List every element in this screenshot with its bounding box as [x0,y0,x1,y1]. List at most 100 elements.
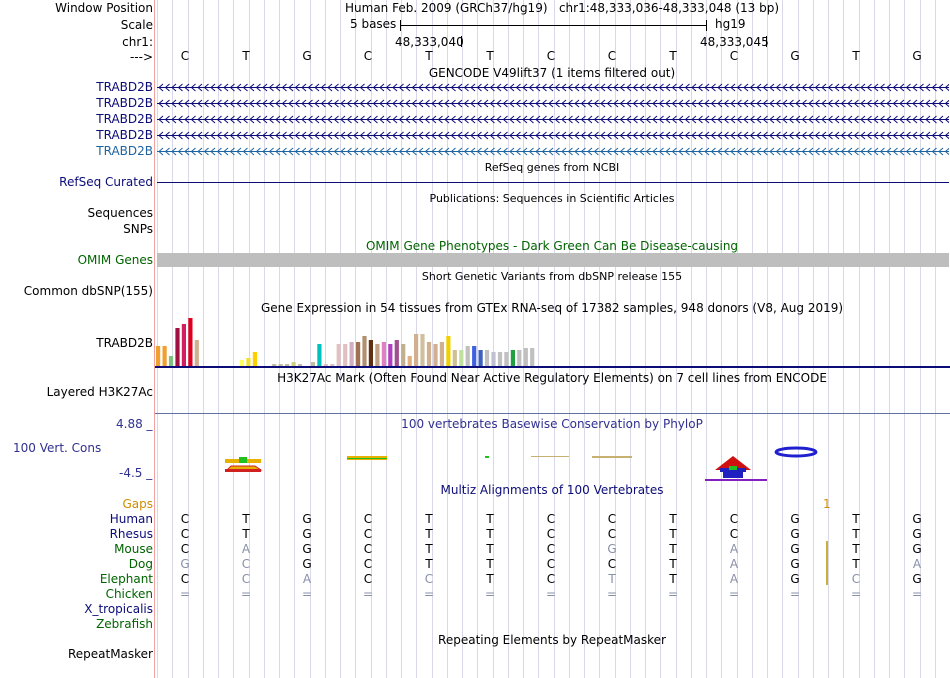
refseq-title[interactable]: RefSeq genes from NCBI [484,161,620,174]
gtex-tissue-bar[interactable] [272,364,277,366]
gencode-transcript[interactable] [157,83,949,92]
reference-base: T [486,49,494,63]
gencode-title[interactable]: GENCODE V49lift37 (1 items filtered out) [428,66,676,80]
multiz-species-label[interactable]: Rhesus [109,527,153,541]
gtex-tissue-bar[interactable] [330,364,335,366]
gtex-tissue-bar[interactable] [497,352,503,366]
multiz-base: C [729,527,739,541]
coord-right-tick [766,36,767,47]
gencode-transcript[interactable] [157,131,949,140]
multiz-species-label[interactable]: Human [109,512,153,526]
publications-label-snps[interactable]: SNPs [123,222,153,236]
gtex-tissue-bar[interactable] [459,350,464,366]
gtex-tissue-bar[interactable] [491,352,496,366]
dbsnp-title[interactable]: Short Genetic Variants from dbSNP releas… [421,270,683,283]
gtex-tissue-bar[interactable] [426,342,432,366]
conservation-title[interactable]: 100 vertebrates Basewise Conservation by… [401,417,703,431]
gtex-tissue-bar[interactable] [297,364,303,366]
gtex-tissue-bar[interactable] [452,350,457,366]
conservation-label[interactable]: 100 Vert. Cons [13,441,102,455]
multiz-base: A [302,572,312,586]
omim-label[interactable]: OMIM Genes [77,253,153,267]
gtex-tissue-bar[interactable] [188,318,193,366]
gtex-tissue-bar[interactable] [175,328,180,366]
multiz-species-label[interactable]: Mouse [114,542,153,556]
gtex-tissue-bar[interactable] [278,364,283,366]
gtex-tissue-bar[interactable] [349,342,354,366]
gtex-tissue-bar[interactable] [239,360,245,366]
gtex-tissue-bar[interactable] [433,344,438,366]
multiz-base: T [852,527,860,541]
gtex-tissue-bar[interactable] [336,344,341,366]
gencode-gene-label[interactable]: TRABD2B [96,96,153,110]
gtex-tissue-bar[interactable] [530,348,535,366]
gtex-tissue-bar[interactable] [317,344,322,366]
gtex-title[interactable]: Gene Expression in 54 tissues from GTEx … [260,301,844,315]
h3k27ac-title[interactable]: H3K27Ac Mark (Often Found Near Active Re… [277,371,827,385]
omim-feature-bar[interactable] [157,253,949,267]
gtex-tissue-bar[interactable] [252,352,257,366]
publications-title[interactable]: Publications: Sequences in Scientific Ar… [429,192,675,205]
h3k27ac-label[interactable]: Layered H3K27Ac [46,385,153,399]
gtex-tissue-bar[interactable] [162,346,167,366]
multiz-species-label[interactable]: Zebrafish [96,617,153,631]
gtex-tissue-bar[interactable] [381,342,386,366]
gtex-tissue-bar[interactable] [504,352,509,366]
multiz-title[interactable]: Multiz Alignments of 100 Vertebrates [440,483,664,497]
gtex-tissue-bar[interactable] [194,340,199,366]
gtex-tissue-bar[interactable] [517,350,522,366]
gtex-tissue-bar[interactable] [407,356,412,366]
gtex-tissue-bar[interactable] [465,346,470,366]
gtex-tissue-bar[interactable] [478,350,483,366]
multiz-species-label[interactable]: X_tropicalis [84,602,153,616]
gtex-tissue-bar[interactable] [472,346,477,366]
gencode-gene-label[interactable]: TRABD2B [96,128,153,142]
refseq-line[interactable] [157,182,949,183]
gencode-transcript[interactable] [157,115,949,124]
gencode-transcript[interactable] [157,147,949,156]
refseq-label[interactable]: RefSeq Curated [59,175,153,189]
multiz-species-label[interactable]: Dog [128,557,153,571]
gtex-tissue-bar[interactable] [168,356,174,366]
multiz-base: T [669,572,677,586]
gtex-tissue-bar[interactable] [394,340,399,366]
coord-right: 48,333,045 [700,35,769,49]
repeatmasker-label[interactable]: RepeatMasker [67,647,153,661]
gtex-tissue-bar[interactable] [446,336,451,366]
gtex-tissue-bar[interactable] [310,362,315,366]
gencode-gene-label[interactable]: TRABD2B [96,112,153,126]
publications-label-sequences[interactable]: Sequences [87,206,153,220]
gtex-tissue-bar[interactable] [291,362,296,366]
gtex-tissue-bar[interactable] [356,342,361,366]
gtex-tissue-bar[interactable] [401,344,406,366]
gaps-label[interactable]: Gaps [122,497,153,511]
gtex-tissue-bar[interactable] [246,358,251,366]
gtex-tissue-bar[interactable] [368,340,373,366]
multiz-species-label[interactable]: Chicken [105,587,153,601]
omim-title[interactable]: OMIM Gene Phenotypes - Dark Green Can Be… [365,239,739,253]
gtex-tissue-bar[interactable] [510,350,515,366]
reference-base: G [912,49,922,63]
gtex-tissue-bar[interactable] [388,344,393,366]
gtex-tissue-bar[interactable] [484,350,490,366]
repeatmasker-title[interactable]: Repeating Elements by RepeatMasker [438,633,666,647]
gtex-tissue-bar[interactable] [523,348,528,366]
dbsnp-label[interactable]: Common dbSNP(155) [23,284,153,298]
gencode-transcript[interactable] [157,99,949,108]
gtex-tissue-bar[interactable] [343,344,348,366]
gtex-tissue-bar[interactable] [375,344,380,366]
gtex-tissue-bar[interactable] [323,364,328,366]
gencode-gene-label[interactable]: TRABD2B [96,80,153,94]
multiz-species-label[interactable]: Elephant [99,572,153,586]
gtex-bar-chart[interactable] [155,315,950,368]
gencode-gene-label[interactable]: TRABD2B [96,144,153,158]
gtex-tissue-bar[interactable] [362,336,367,366]
gtex-tissue-bar[interactable] [156,346,161,366]
gtex-tissue-bar[interactable] [285,364,290,366]
gtex-tissue-bar[interactable] [420,334,425,366]
conservation-logo[interactable] [155,440,950,484]
gtex-tissue-bar[interactable] [414,334,419,366]
gtex-tissue-bar[interactable] [181,324,186,366]
gtex-label[interactable]: TRABD2B [96,336,153,350]
gtex-tissue-bar[interactable] [439,342,444,366]
